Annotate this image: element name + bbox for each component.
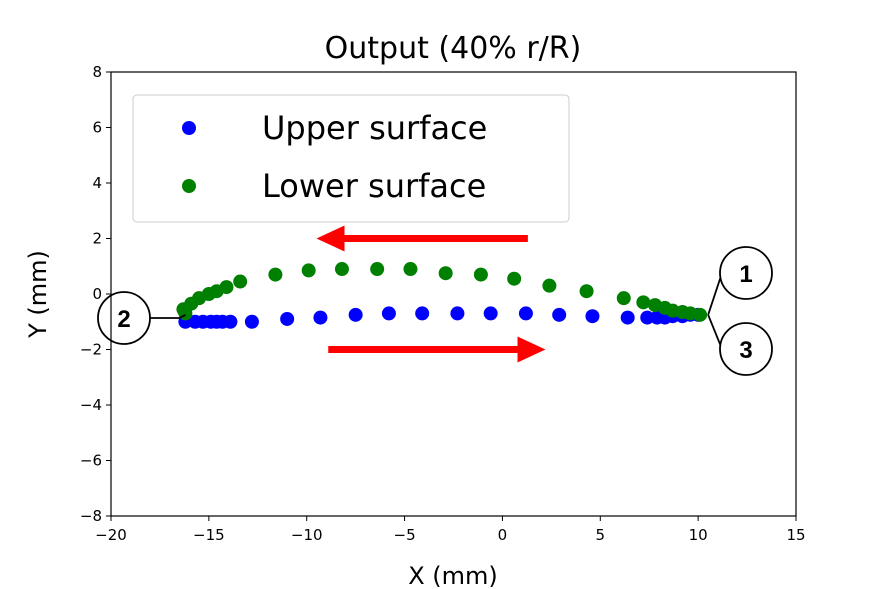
callout-1-leader bbox=[707, 272, 723, 316]
point-lower-surface bbox=[301, 263, 316, 278]
point-lower-surface bbox=[507, 271, 522, 286]
point-upper-surface bbox=[518, 306, 533, 321]
point-lower-surface bbox=[616, 291, 631, 306]
legend-marker-lower-surface bbox=[182, 179, 196, 193]
point-upper-surface bbox=[381, 306, 396, 321]
point-upper-surface bbox=[223, 314, 238, 329]
callout-1-label: 1 bbox=[739, 261, 752, 288]
x-tick-label: 0 bbox=[498, 526, 508, 544]
x-tick-label: −20 bbox=[95, 526, 127, 544]
legend-label-lower-surface: Lower surface bbox=[262, 167, 486, 205]
point-upper-surface bbox=[620, 310, 635, 325]
point-upper-surface bbox=[552, 307, 567, 322]
callout-3-label: 3 bbox=[739, 337, 752, 364]
x-tick-label: 15 bbox=[786, 526, 805, 544]
point-upper-surface bbox=[415, 306, 430, 321]
x-tick-label: 10 bbox=[689, 526, 708, 544]
arrow-right bbox=[328, 336, 546, 363]
data-points bbox=[176, 262, 708, 329]
point-upper-surface bbox=[348, 307, 363, 322]
point-lower-surface bbox=[693, 307, 708, 322]
y-axis-label: Y (mm) bbox=[24, 250, 52, 339]
point-lower-surface bbox=[473, 267, 488, 282]
point-lower-surface bbox=[403, 262, 418, 277]
legend-box bbox=[132, 94, 570, 223]
y-tick-label: −8 bbox=[80, 507, 102, 525]
y-tick-label: −2 bbox=[80, 341, 102, 359]
x-tick-label: −5 bbox=[394, 526, 416, 544]
callout-1-bubble bbox=[719, 246, 773, 300]
legend-label-upper-surface: Upper surface bbox=[262, 109, 487, 147]
y-tick-label: 8 bbox=[92, 63, 102, 81]
arrow-left bbox=[316, 225, 528, 252]
x-tick-label: 5 bbox=[596, 526, 606, 544]
point-lower-surface bbox=[579, 284, 594, 299]
direction-arrows bbox=[316, 225, 546, 363]
y-tick-label: 4 bbox=[92, 174, 102, 192]
y-tick-label: −4 bbox=[80, 396, 102, 414]
point-lower-surface bbox=[219, 280, 234, 295]
point-lower-surface bbox=[233, 274, 248, 289]
x-axis-label: X (mm) bbox=[408, 562, 498, 589]
point-upper-surface bbox=[313, 310, 328, 325]
arrow-head bbox=[316, 225, 345, 252]
callout-2-leader-tip bbox=[179, 314, 186, 319]
point-upper-surface bbox=[244, 314, 259, 329]
legend: Upper surface Lower surface bbox=[132, 94, 570, 223]
arrow-head bbox=[517, 336, 546, 363]
point-upper-surface bbox=[483, 306, 498, 321]
point-lower-surface bbox=[542, 278, 557, 293]
callout-3-bubble bbox=[719, 322, 773, 376]
point-lower-surface bbox=[268, 267, 283, 282]
point-lower-surface bbox=[370, 262, 385, 277]
point-upper-surface bbox=[585, 309, 600, 324]
x-tick-label: −10 bbox=[291, 526, 323, 544]
y-tick-label: −6 bbox=[80, 452, 102, 470]
x-tick-label: −15 bbox=[193, 526, 225, 544]
point-upper-surface bbox=[450, 306, 465, 321]
plot-frame bbox=[110, 71, 797, 517]
point-lower-surface bbox=[438, 266, 453, 281]
point-lower-surface bbox=[636, 295, 651, 310]
y-tick-label: 0 bbox=[92, 285, 102, 303]
y-tick-label: 2 bbox=[92, 230, 102, 248]
point-lower-surface bbox=[334, 262, 349, 277]
point-upper-surface bbox=[640, 310, 655, 325]
chart-title: Output (40% r/R) bbox=[325, 31, 582, 66]
callout-3-leader bbox=[707, 314, 723, 350]
y-tick-label: 6 bbox=[92, 119, 102, 137]
point-upper-surface bbox=[280, 311, 295, 326]
legend-marker-upper-surface bbox=[182, 121, 196, 135]
callout-2-label: 2 bbox=[117, 306, 130, 333]
